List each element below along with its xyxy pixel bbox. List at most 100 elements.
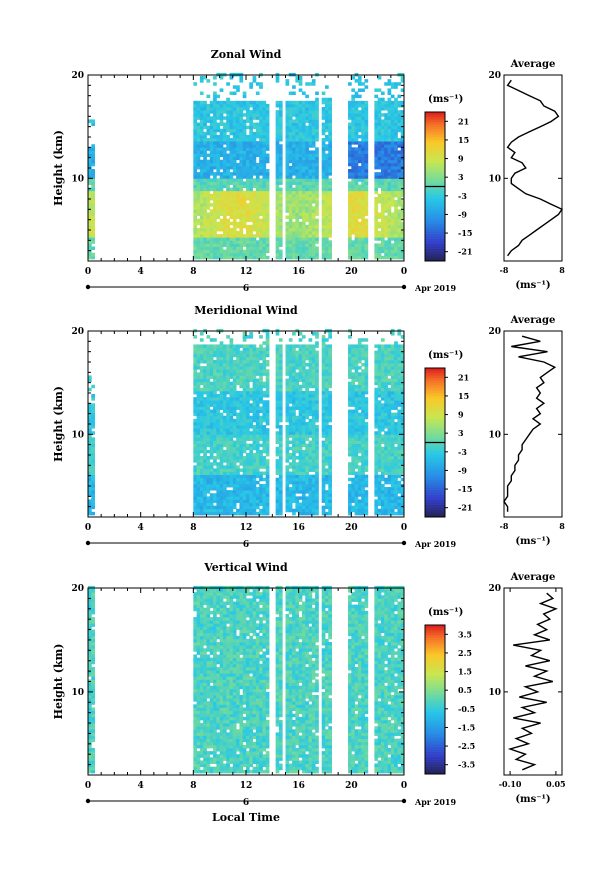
heatmap-cell (275, 243, 280, 247)
heatmap-cell (384, 169, 388, 173)
heatmap-cell (308, 125, 313, 130)
heatmap-cell (249, 465, 253, 469)
heatmap-cell (321, 474, 326, 479)
heatmap-cell (193, 159, 198, 164)
heatmap-cell (216, 103, 221, 108)
colorbar-swatch (425, 256, 445, 259)
colorbar-swatch (425, 213, 445, 217)
heatmap-cell (354, 246, 359, 251)
heatmap-cell (259, 138, 263, 142)
heatmap-cell (203, 116, 207, 120)
heatmap-cell (387, 107, 392, 111)
heatmap-cell (285, 246, 290, 251)
heatmap-cell (351, 165, 356, 170)
heatmap-cell (400, 116, 405, 120)
heatmap-cell (236, 212, 240, 216)
heatmap-cell (288, 181, 293, 185)
heatmap-cell (236, 378, 240, 383)
heatmap-cell (298, 224, 303, 229)
heatmap-cell (222, 409, 227, 414)
heatmap-cell (219, 88, 224, 92)
heatmap-cell (325, 200, 329, 204)
heatmap-cell (278, 474, 283, 479)
heatmap-cell (328, 456, 332, 460)
heatmap-cell (199, 110, 204, 114)
heatmap-cell (278, 193, 283, 198)
heatmap-cell (390, 147, 395, 151)
heatmap-cell (249, 165, 253, 170)
heatmap-cell (91, 212, 95, 216)
heatmap-cell (285, 394, 290, 398)
heatmap-cell (295, 128, 300, 133)
heatmap-cell (242, 511, 247, 516)
heatmap-cell (308, 190, 313, 195)
heatmap-cell (325, 425, 329, 429)
heatmap-cell (311, 490, 316, 494)
heatmap-cell (216, 107, 221, 111)
heatmap-cell (242, 338, 247, 342)
heatmap-cell (209, 153, 214, 158)
heatmap-cell (288, 462, 293, 466)
heatmap-cell (196, 150, 201, 154)
heatmap-cell (216, 359, 221, 364)
heatmap-cell (325, 415, 329, 420)
heatmap-cell (374, 141, 379, 145)
heatmap-cell (229, 252, 234, 257)
heatmap-cell (262, 116, 267, 120)
heatmap-cell (193, 387, 198, 392)
heatmap-cell (295, 397, 300, 401)
heatmap-cell (305, 446, 309, 451)
heatmap-cell (219, 175, 224, 179)
heatmap-cell (246, 397, 250, 401)
heatmap-cell (213, 203, 217, 207)
heatmap-cell (361, 141, 365, 145)
heatmap-cell (91, 415, 95, 420)
heatmap-cell (209, 493, 214, 497)
heatmap-cell (311, 381, 316, 386)
heatmap-cell (236, 483, 240, 488)
heatmap-cell (262, 181, 267, 185)
heatmap-cell (321, 490, 326, 494)
heatmap-cell (288, 400, 293, 404)
heatmap-cell (246, 474, 250, 479)
heatmap-cell (193, 162, 198, 167)
heatmap-cell (239, 344, 244, 348)
heatmap-cell (255, 234, 260, 238)
heatmap-cell (305, 212, 309, 216)
heatmap-cell (305, 415, 309, 420)
heatmap-cell (387, 252, 392, 257)
heatmap-cell (222, 212, 227, 216)
heatmap-cell (246, 246, 250, 251)
heatmap-cell (229, 227, 234, 232)
heatmap-cell (91, 156, 95, 161)
heatmap-cell (390, 116, 395, 120)
heatmap-cell (364, 116, 369, 120)
heatmap-cell (259, 493, 263, 497)
colorbar-swatch (425, 184, 445, 187)
heatmap-cell (301, 103, 306, 108)
heatmap-cell (361, 200, 365, 204)
heatmap-cell (242, 215, 247, 220)
heatmap-cell (252, 116, 257, 120)
heatmap-cell (321, 465, 326, 469)
heatmap-cell (288, 212, 293, 216)
heatmap-cell (321, 215, 326, 220)
heatmap-cell (209, 209, 214, 213)
heatmap-cell (301, 193, 306, 198)
heatmap-cell (226, 477, 230, 482)
heatmap-cell (298, 150, 303, 154)
heatmap-cell (246, 431, 250, 435)
heatmap-cell (226, 100, 230, 105)
heatmap-cell (328, 141, 332, 145)
heatmap-cell (242, 387, 247, 392)
heatmap-cell (321, 446, 326, 451)
heatmap-cell (301, 440, 306, 445)
heatmap-cell (278, 434, 283, 438)
heatmap-cell (196, 144, 201, 148)
heatmap-cell (301, 206, 306, 210)
heatmap-cell (209, 100, 214, 105)
heatmap-cell (255, 252, 260, 257)
heatmap-cell (216, 255, 221, 260)
heatmap-cell (301, 227, 306, 232)
heatmap-cell (239, 209, 244, 213)
